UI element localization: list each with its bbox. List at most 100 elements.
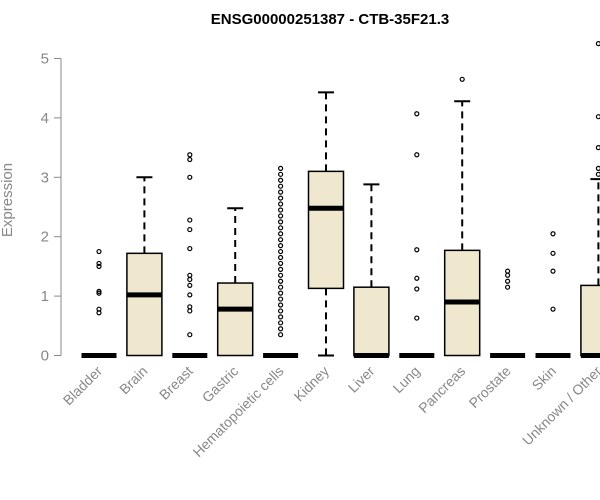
outlier-point <box>278 183 284 189</box>
outlier-point <box>595 145 600 151</box>
outlier-point <box>278 260 284 267</box>
x-tick-label: Liver <box>345 363 378 396</box>
y-tick-label: 2 <box>41 229 49 246</box>
outlier-point <box>278 302 284 308</box>
outlier-point <box>278 296 284 302</box>
box-prostate <box>490 268 526 358</box>
outlier-point <box>278 248 284 255</box>
x-tick-label: Hematopoietic cells <box>190 363 287 460</box>
outlier-point <box>414 315 420 321</box>
box-body <box>353 286 390 357</box>
outlier-point <box>414 247 420 253</box>
outlier-point <box>187 152 193 158</box>
outlier-point <box>187 174 193 180</box>
outlier-point <box>187 308 193 314</box>
outlier-point <box>278 254 284 261</box>
outlier-point <box>187 245 193 252</box>
outlier-point <box>187 272 193 278</box>
x-tick-label: Brain <box>116 363 150 397</box>
outlier-point <box>278 272 284 278</box>
box-brain <box>126 176 163 357</box>
x-tick-label: Skin <box>529 363 560 394</box>
box-body <box>216 282 254 357</box>
outlier-point <box>414 152 420 158</box>
outlier-point <box>96 260 102 267</box>
outlier-point <box>278 213 284 219</box>
box-pancreas <box>443 76 481 357</box>
y-axis-label: Expression <box>0 163 16 237</box>
outlier-point <box>278 189 284 195</box>
outlier-point <box>187 276 193 283</box>
outlier-point <box>96 290 102 296</box>
outlier-point <box>96 263 102 269</box>
outlier-point <box>187 332 193 338</box>
outlier-point <box>96 288 102 294</box>
outlier-point <box>505 272 511 278</box>
outlier-point <box>278 207 284 213</box>
outlier-point <box>595 165 600 171</box>
outlier-point <box>278 243 284 249</box>
box-body <box>580 284 600 357</box>
outlier-point <box>595 114 600 120</box>
outlier-point <box>278 284 284 290</box>
outlier-point <box>278 266 284 272</box>
outlier-point <box>278 231 284 237</box>
x-tick-label: Lung <box>390 363 423 396</box>
box-bladder <box>81 248 117 358</box>
box-body <box>126 252 163 357</box>
outlier-point <box>459 76 465 82</box>
outlier-point <box>278 320 284 326</box>
box-liver <box>353 183 390 358</box>
outlier-point <box>187 217 193 223</box>
outlier-point <box>278 177 284 183</box>
outlier-point <box>278 326 284 332</box>
box-kidney <box>307 91 345 357</box>
outlier-point <box>550 250 556 256</box>
outlier-point <box>187 304 193 310</box>
outlier-point <box>187 282 193 289</box>
outlier-point <box>278 219 284 225</box>
box-lung <box>399 111 435 358</box>
x-tick-label: Kidney <box>291 363 333 405</box>
outlier-point <box>278 314 284 320</box>
outlier-point <box>414 275 420 281</box>
outlier-point <box>595 41 600 47</box>
outlier-point <box>505 268 511 274</box>
x-tick-label: Unknown / Other <box>519 363 600 449</box>
x-tick-label: Gastric <box>199 363 242 406</box>
outlier-point <box>96 306 102 312</box>
outlier-point <box>550 231 556 237</box>
outlier-point <box>278 201 284 207</box>
x-tick-label: Prostate <box>466 363 514 411</box>
outlier-point <box>278 195 284 201</box>
box-series <box>81 41 600 358</box>
outlier-point <box>278 278 284 284</box>
outlier-point <box>278 165 284 171</box>
outlier-point <box>187 156 193 163</box>
y-tick-label: 4 <box>41 110 49 127</box>
outlier-point <box>550 306 556 312</box>
outlier-point <box>505 278 511 284</box>
outlier-point <box>278 237 284 243</box>
chart-title: ENSG00000251387 - CTB-35F21.3 <box>211 11 449 28</box>
box-skin <box>535 231 571 358</box>
x-tick-label: Pancreas <box>415 363 468 416</box>
box-unknown-other <box>580 41 600 358</box>
outlier-point <box>187 226 193 233</box>
y-axis: 0 1 2 3 4 5 <box>41 51 62 365</box>
outlier-point <box>595 171 600 177</box>
outlier-point <box>278 332 284 338</box>
y-tick-label: 1 <box>41 288 49 305</box>
y-tick-label: 0 <box>41 348 49 365</box>
outlier-point <box>278 308 284 314</box>
y-tick-label: 5 <box>41 51 49 68</box>
x-tick-label: Breast <box>156 363 196 403</box>
outlier-point <box>278 225 284 231</box>
outlier-point <box>505 284 511 290</box>
outlier-point <box>96 248 102 255</box>
outlier-point <box>550 268 556 274</box>
outlier-point <box>187 292 193 298</box>
box-gastric <box>216 207 254 357</box>
